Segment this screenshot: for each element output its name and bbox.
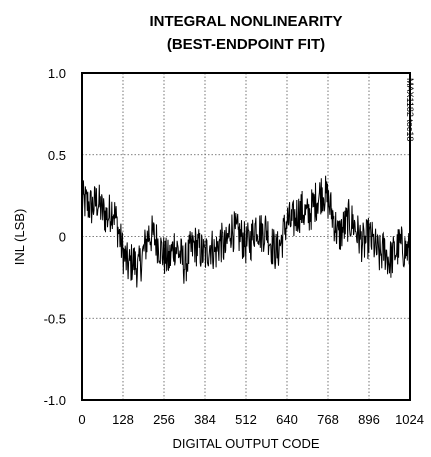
grid-lines bbox=[82, 73, 410, 400]
x-tick-label: 768 bbox=[317, 412, 339, 427]
x-tick-label: 896 bbox=[358, 412, 380, 427]
plot-frame bbox=[81, 72, 411, 401]
x-axis-label: DIGITAL OUTPUT CODE bbox=[172, 436, 319, 451]
y-axis-label: INL (LSB) bbox=[12, 209, 27, 266]
y-tick-label: 0 bbox=[59, 230, 66, 245]
inl-series-line bbox=[81, 175, 411, 288]
x-tick-label: 128 bbox=[112, 412, 134, 427]
x-tick-label: 256 bbox=[153, 412, 175, 427]
chart-title-line2: (BEST-ENDPOINT FIT) bbox=[167, 36, 325, 53]
figure-id-label: MAX1182 toc18 bbox=[405, 78, 415, 141]
x-tick-label: 640 bbox=[276, 412, 298, 427]
y-tick-label: -0.5 bbox=[44, 311, 66, 326]
x-tick-label: 384 bbox=[194, 412, 216, 427]
y-tick-label: -1.0 bbox=[44, 393, 66, 408]
y-tick-label: 0.5 bbox=[48, 148, 66, 163]
y-tick-label: 1.0 bbox=[48, 66, 66, 81]
chart-title-line1: INTEGRAL NONLINEARITY bbox=[149, 13, 342, 30]
x-tick-label: 1024 bbox=[395, 412, 424, 427]
tick-labels: 0 128 256 384 512 640 768 896 1024 1.0 0.5 0 -0.5 -1.… bbox=[44, 66, 424, 427]
x-tick-label: 512 bbox=[235, 412, 257, 427]
x-tick-label: 0 bbox=[78, 412, 85, 427]
